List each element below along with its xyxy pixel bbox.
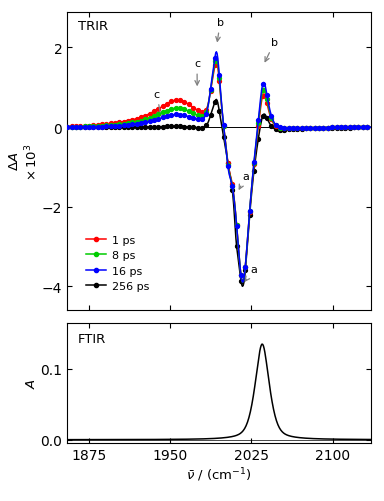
1 ps [316,125,321,131]
256 ps [166,124,171,130]
256 ps [200,125,205,131]
16 ps [75,125,79,131]
8 ps [200,114,205,120]
8 ps [316,125,321,131]
8 ps [214,54,218,60]
16 ps [200,117,205,123]
256 ps [316,126,321,132]
Line: 16 ps: 16 ps [65,51,372,285]
1 ps [75,124,79,130]
256 ps [65,125,70,131]
Text: c: c [154,90,162,117]
256 ps [240,284,245,290]
16 ps [214,50,218,56]
8 ps [368,125,373,131]
Line: 256 ps: 256 ps [65,98,372,289]
8 ps [65,125,70,131]
16 ps [357,125,361,131]
Line: 8 ps: 8 ps [65,55,372,285]
Y-axis label: $A$: $A$ [25,378,38,389]
8 ps [240,280,245,286]
8 ps [357,125,361,131]
16 ps [368,125,373,131]
8 ps [75,124,79,130]
256 ps [75,125,79,131]
16 ps [215,56,220,62]
Text: b: b [216,19,224,42]
8 ps [215,61,220,67]
1 ps [368,125,373,131]
X-axis label: $\bar{\nu}$ / (cm$^{-1}$): $\bar{\nu}$ / (cm$^{-1}$) [186,465,252,482]
Text: FTIR: FTIR [78,333,106,346]
1 ps [240,279,245,285]
16 ps [166,114,171,120]
Line: 1 ps: 1 ps [65,60,372,284]
16 ps [240,280,245,286]
1 ps [166,101,171,107]
16 ps [316,125,321,131]
Text: c: c [194,60,200,86]
Text: TRIR: TRIR [78,20,108,33]
Text: a: a [245,265,257,282]
Text: a: a [239,171,250,190]
256 ps [368,125,373,131]
256 ps [215,101,220,107]
1 ps [357,125,361,131]
1 ps [65,124,70,130]
256 ps [357,125,361,131]
8 ps [166,108,171,114]
16 ps [65,125,70,131]
1 ps [214,59,218,65]
1 ps [215,65,220,71]
Y-axis label: $\Delta A$
$\times\,10^3$: $\Delta A$ $\times\,10^3$ [8,143,41,180]
256 ps [214,97,218,103]
1 ps [200,110,205,116]
Legend: 1 ps, 8 ps, 16 ps, 256 ps: 1 ps, 8 ps, 16 ps, 256 ps [82,230,154,296]
Text: b: b [265,38,278,63]
